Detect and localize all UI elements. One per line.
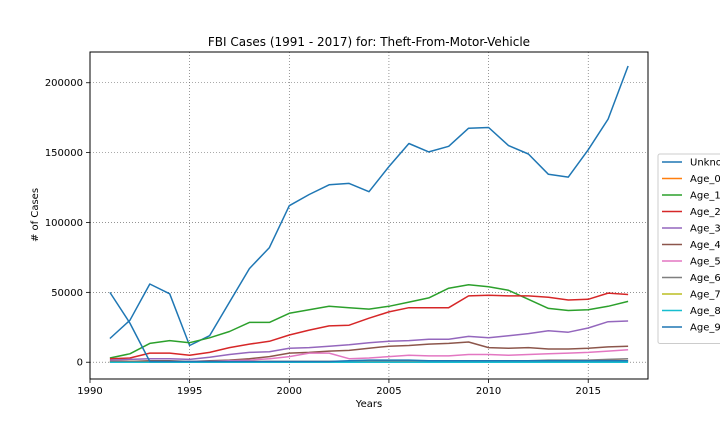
legend-box	[657, 153, 720, 344]
legend-entry: Age_6	[690, 273, 720, 284]
y-tick-label: 200000	[45, 78, 83, 89]
y-axis: 0 50000 100000 150000 200000	[45, 78, 90, 369]
series-layer	[109, 65, 629, 363]
x-tick-label: 2015	[575, 386, 600, 397]
legend-entry: Age_1	[690, 191, 720, 202]
y-tick-label: 0	[77, 358, 83, 369]
legend-entry: Age_9	[690, 323, 720, 334]
x-tick-label: 2000	[277, 386, 302, 397]
legend-entry: Age_4	[690, 240, 720, 251]
x-tick-label: 1995	[177, 386, 202, 397]
x-tick-label: 2010	[476, 386, 501, 397]
y-tick-label: 150000	[45, 148, 83, 159]
legend-entry: Age_2	[690, 207, 720, 218]
series-line-age-9	[109, 291, 629, 363]
legend-entry: Unkno	[690, 158, 720, 169]
y-axis-label: # of Cases	[30, 188, 41, 242]
legend: Unkno Age_0 Age_1 Age_2 Age_3 Age_4 Age_5 Age_6…	[657, 153, 720, 344]
legend-entry: Age_7	[690, 290, 720, 301]
x-tick-label: 1990	[77, 386, 102, 397]
plot-frame	[89, 51, 649, 380]
x-axis: 1990 1995 2000 2005 2010 2015	[77, 379, 601, 397]
x-tick-label: 2005	[376, 386, 401, 397]
y-tick-label: 100000	[45, 218, 83, 229]
legend-entry: Age_0	[690, 174, 720, 185]
series-line-age-1	[109, 283, 629, 359]
chart-title: FBI Cases (1991 - 2017) for: Theft-From-…	[208, 35, 530, 49]
y-tick-label: 50000	[51, 288, 83, 299]
series-line-age-2	[109, 292, 629, 360]
series-line-unkno	[109, 65, 629, 347]
x-axis-label: Years	[355, 399, 382, 410]
legend-entry: Age_3	[690, 224, 720, 235]
legend-entry: Age_8	[690, 306, 720, 317]
series-line-age-3	[109, 320, 629, 361]
legend-entry: Age_5	[690, 257, 720, 268]
